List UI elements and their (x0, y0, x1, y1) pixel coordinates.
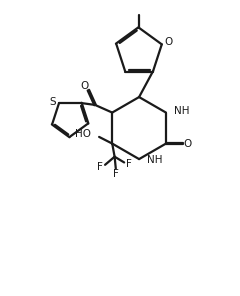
Text: O: O (164, 37, 173, 47)
Text: O: O (184, 139, 192, 149)
Text: O: O (80, 81, 88, 91)
Text: NH: NH (174, 106, 189, 116)
Text: HO: HO (75, 129, 91, 139)
Text: NH: NH (147, 155, 162, 165)
Text: F: F (126, 159, 132, 169)
Text: S: S (50, 97, 56, 107)
Text: F: F (113, 169, 119, 179)
Text: F: F (97, 162, 103, 172)
